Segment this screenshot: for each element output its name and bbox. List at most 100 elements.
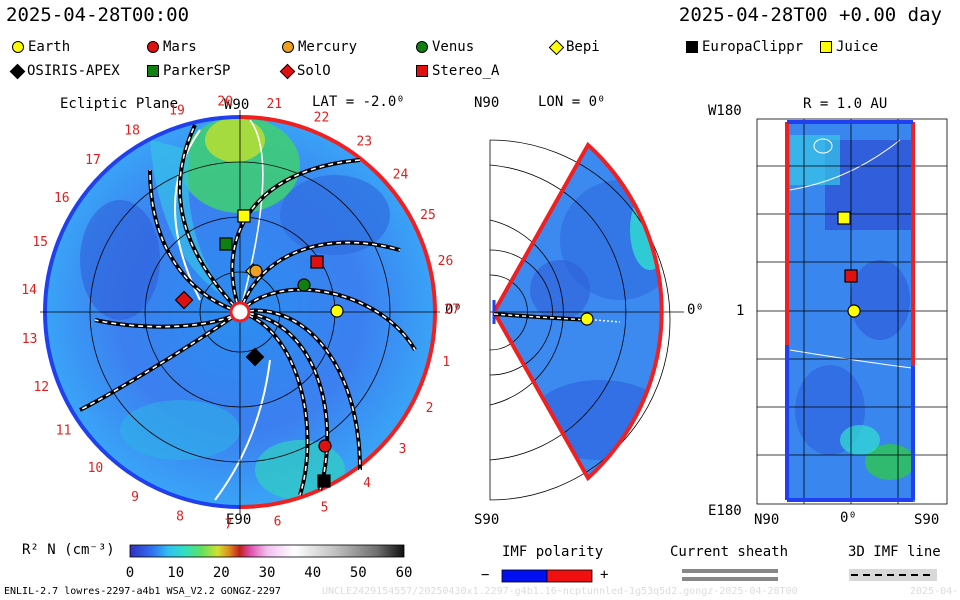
legend-item-juice: Juice [820,39,878,55]
meridional-bottom-label: S90 [474,512,500,528]
parkersp-marker-icon [147,65,159,77]
carrington-label: 6 [274,515,282,530]
carrington-label: 22 [314,110,330,125]
carrington-label: 19 [169,104,185,119]
imf-line-swatch [849,569,937,581]
imf-line-title: 3D IMF line [848,544,941,560]
radial-top-left-label: W180 [708,103,742,119]
carrington-label: 21 [266,97,282,112]
meridional-top-label: N90 [474,95,500,111]
radial-axis-n90: N90 [754,512,780,528]
carrington-label: 18 [124,124,140,139]
colorbar-label: R² N (cm⁻³) [22,542,115,558]
imf-positive-swatch [546,569,593,583]
carrington-label: 1 [442,355,450,370]
juice-marker [237,209,251,223]
legend-item-mercury: Mercury [282,39,357,55]
europaclippr-marker-icon [686,41,698,53]
solo-marker [174,290,194,310]
meridional-plot [489,139,684,501]
footer-model: ENLIL-2.7 lowres-2297-a4b1 WSA_V2.2 GONG… [4,586,281,597]
imf-minus-label: − [481,567,490,583]
mercury-marker-icon [282,41,294,53]
carrington-label: 2 [426,401,434,416]
current-sheath-title: Current sheath [670,544,789,560]
europaclippr-marker [317,474,331,488]
sun-icon [229,301,251,323]
carrington-label: 7 [225,518,233,533]
juice-marker-icon [820,41,832,53]
carrington-label: 17 [85,153,101,168]
radial-juice-marker [837,211,851,225]
carrington-label: 15 [32,235,48,250]
carrington-label: 14 [21,283,37,298]
legend-item-mars: Mars [147,39,197,55]
osiris-apex-marker [245,347,265,367]
footer-run: UNCLE2429154557/20250430x1.2297-g4b1.16~… [322,586,798,597]
imf-plus-label: + [600,567,609,583]
legend-item-earth: Earth [12,39,70,55]
mars-marker-icon [147,41,159,53]
legend-item-solo: SolO [279,63,331,79]
carrington-label: 12 [33,380,49,395]
stereo-a-marker-icon [416,65,428,77]
carrington-label: 10 [88,461,104,476]
imf-negative-swatch [501,569,548,583]
colorbar-tick: 20 [213,565,230,581]
radial-axis-s90: S90 [914,512,940,528]
radial-axis-0: 0⁰ [840,510,857,526]
carrington-label: 25 [420,208,436,223]
ecliptic-bodies [174,209,344,488]
datetime-right: 2025-04-28T00 +0.00 day [678,4,942,26]
current-sheath-swatch [682,569,778,581]
ecliptic-bottom-label: E90 [226,512,252,528]
colorbar-tick: 0 [126,565,134,581]
colorbar-tick: 10 [167,565,184,581]
radial-bottom-left-label: E180 [708,503,742,519]
ecliptic-lat-label: LAT = -2.0⁰ [312,94,405,110]
datetime-left: 2025-04-28T00:00 [6,4,190,26]
carrington-label: 16 [54,191,70,206]
parkersp-marker [219,237,233,251]
legend-item-osiris-apex: OSIRIS-APEX [9,63,120,79]
ecliptic-top-label: W90 [224,97,250,113]
stereo-a-marker [310,255,324,269]
meridional-earth-marker [580,312,594,326]
carrington-label: 26 [438,254,454,269]
meridional-right-label: 0⁰ [687,302,704,318]
carrington-label: 5 [321,500,329,515]
carrington-label: 20 [217,95,233,110]
colorbar-tick: 30 [259,565,276,581]
carrington-label: 8 [176,509,184,524]
mercury-marker [249,264,263,278]
earth-marker-icon [12,41,24,53]
footer-date: 2025-04-29 [910,586,958,597]
legend-item-bepi: Bepi [548,39,600,55]
legend-item-stereo-a: Stereo_A [416,63,499,79]
imf-polarity-title: IMF polarity [502,544,604,560]
venus-marker-icon [416,41,428,53]
carrington-label: 11 [56,424,72,439]
colorbar-tick: 50 [350,565,367,581]
colorbar-tick: 60 [396,565,413,581]
carrington-label: 27 [444,303,460,318]
colorbar [129,544,405,558]
colorbar-tick: 40 [304,565,321,581]
radial-stereo-a-marker [844,269,858,283]
legend-item-europaclippr: EuropaClippr [686,39,803,55]
legend-item-venus: Venus [416,39,474,55]
radial-earth-marker [847,304,861,318]
carrington-label: 9 [131,490,139,505]
radial-mid-left-label: 1 [736,303,745,319]
carrington-label: 3 [399,442,407,457]
colorbar-ticks: 0 10 20 30 40 50 60 [126,565,413,581]
venus-marker [297,278,311,292]
ecliptic-right-label: 0⁰ [445,302,462,318]
radial-plot [756,118,948,505]
mars-marker [318,439,332,453]
carrington-label: 24 [393,168,409,183]
legend-item-parkersp: ParkerSP [147,63,230,79]
meridional-lon-label: LON = 0⁰ [538,94,606,110]
